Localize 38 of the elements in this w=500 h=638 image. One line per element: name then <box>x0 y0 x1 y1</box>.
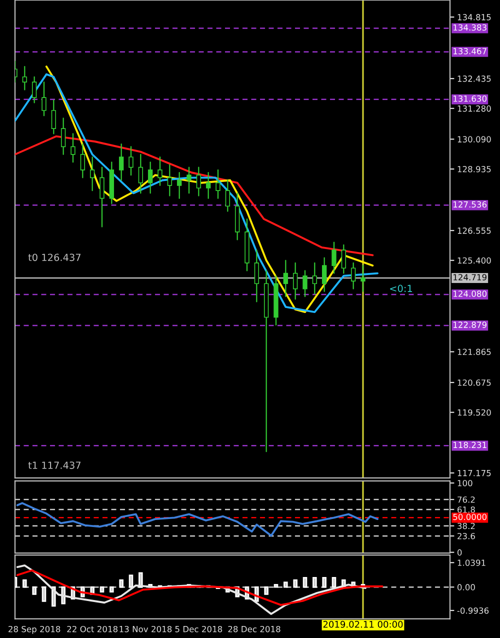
x-tick-label: 28 Sep 2018 <box>8 626 60 634</box>
y-tick-label: 128.935 <box>458 166 491 172</box>
x-tick-label: 13 Nov 2018 <box>120 626 172 632</box>
y-tick-label: 1.0391 <box>458 560 486 566</box>
y-tick-label: 38.2 <box>458 522 475 530</box>
ref-line-label: 134.383 <box>454 24 486 31</box>
y-tick-label: 117.175 <box>458 470 491 476</box>
x-tick-label: 5 Dec 2018 <box>175 626 222 632</box>
y-tick-label: 0.00 <box>457 584 475 590</box>
ref-line-label: 50.0000 <box>453 514 487 520</box>
y-tick-label: 121.865 <box>458 348 491 356</box>
y-tick-label: 119.520 <box>458 409 491 416</box>
ref-line-label: 133.467 <box>454 48 486 54</box>
y-tick-label: 100 <box>458 480 472 486</box>
y-tick-label: 126.555 <box>458 228 491 234</box>
y-tick-label: 23.6 <box>458 532 475 540</box>
x-tick-label: 22 Oct 2018 <box>67 626 118 632</box>
ref-line-label: 127.536 <box>454 201 487 208</box>
y-tick-label: 120.675 <box>458 379 491 386</box>
y-tick-label: 130.090 <box>458 136 491 142</box>
y-tick-label: 132.435 <box>458 76 491 82</box>
y-tick-label: 0 <box>457 549 462 556</box>
ref-line-label: 2019.02.11 00:00 <box>323 620 403 628</box>
y-tick-label: 131.280 <box>458 105 491 112</box>
y-tick-label: 125.400 <box>458 257 491 264</box>
x-tick-label: 28 Dec 2018 <box>228 626 280 632</box>
y-tick-label: 61.8 <box>458 506 475 513</box>
ref-line-label: 131.630 <box>454 95 487 102</box>
y-tick-label: 76.2 <box>458 496 475 503</box>
ref-line-label: 124.719 <box>454 274 486 280</box>
annotation: <0:1 <box>390 284 412 292</box>
y-tick-label: -0.9936 <box>457 607 489 614</box>
ref-line-label: 118.231 <box>454 442 486 448</box>
annotation: t0 126.437 <box>28 254 81 262</box>
y-tick-label: 134.815 <box>458 14 491 20</box>
annotation: t1 117.437 <box>28 462 81 469</box>
ref-line-label: 122.879 <box>454 322 486 328</box>
ref-line-label: 124.080 <box>454 290 487 297</box>
